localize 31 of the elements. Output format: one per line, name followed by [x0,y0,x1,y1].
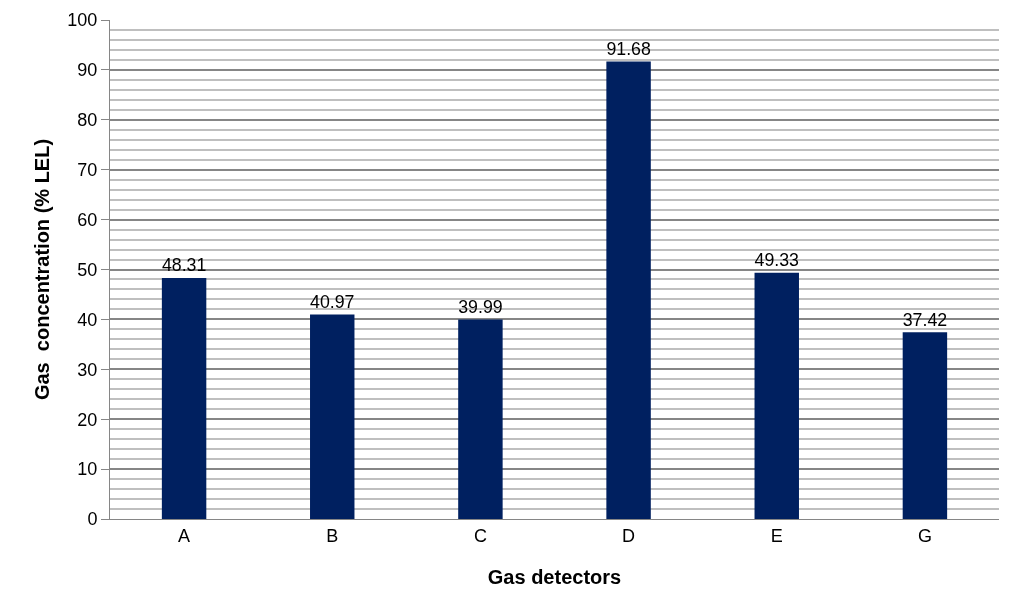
y-tick-label: 50 [77,259,98,280]
y-tick-label: 10 [77,459,98,480]
bar [458,319,503,519]
y-tick-label: 90 [77,60,98,81]
bar [310,314,355,519]
x-tick-label: E [770,525,783,546]
x-tick-label: C [473,525,487,546]
data-label: 91.68 [606,38,651,59]
bar [606,61,651,519]
y-tick-label: 40 [77,309,98,330]
y-axis-title: Gas concentration (% LEL) [30,138,53,401]
y-tick-label: 0 [87,509,98,530]
data-label: 48.31 [161,255,207,276]
x-tick-label: G [917,525,932,546]
y-tick-label: 100 [67,10,98,31]
bar [902,332,948,519]
y-tick-label: 70 [77,160,98,180]
data-label: 39.99 [458,296,503,317]
x-tick-label: D [622,525,636,546]
x-axis-title: Gas detectors [487,566,622,589]
x-tick-label: A [178,525,191,546]
y-tick-label: 30 [77,359,98,380]
y-tick-label: 60 [77,209,98,230]
bar [754,272,799,519]
y-tick-label: 20 [77,409,98,430]
y-tick-label: 80 [77,110,98,131]
data-label: 49.33 [754,250,800,271]
x-tick-label: B [326,525,339,546]
data-label: 37.42 [902,309,948,330]
data-label: 40.97 [310,291,355,312]
bar [161,277,207,519]
